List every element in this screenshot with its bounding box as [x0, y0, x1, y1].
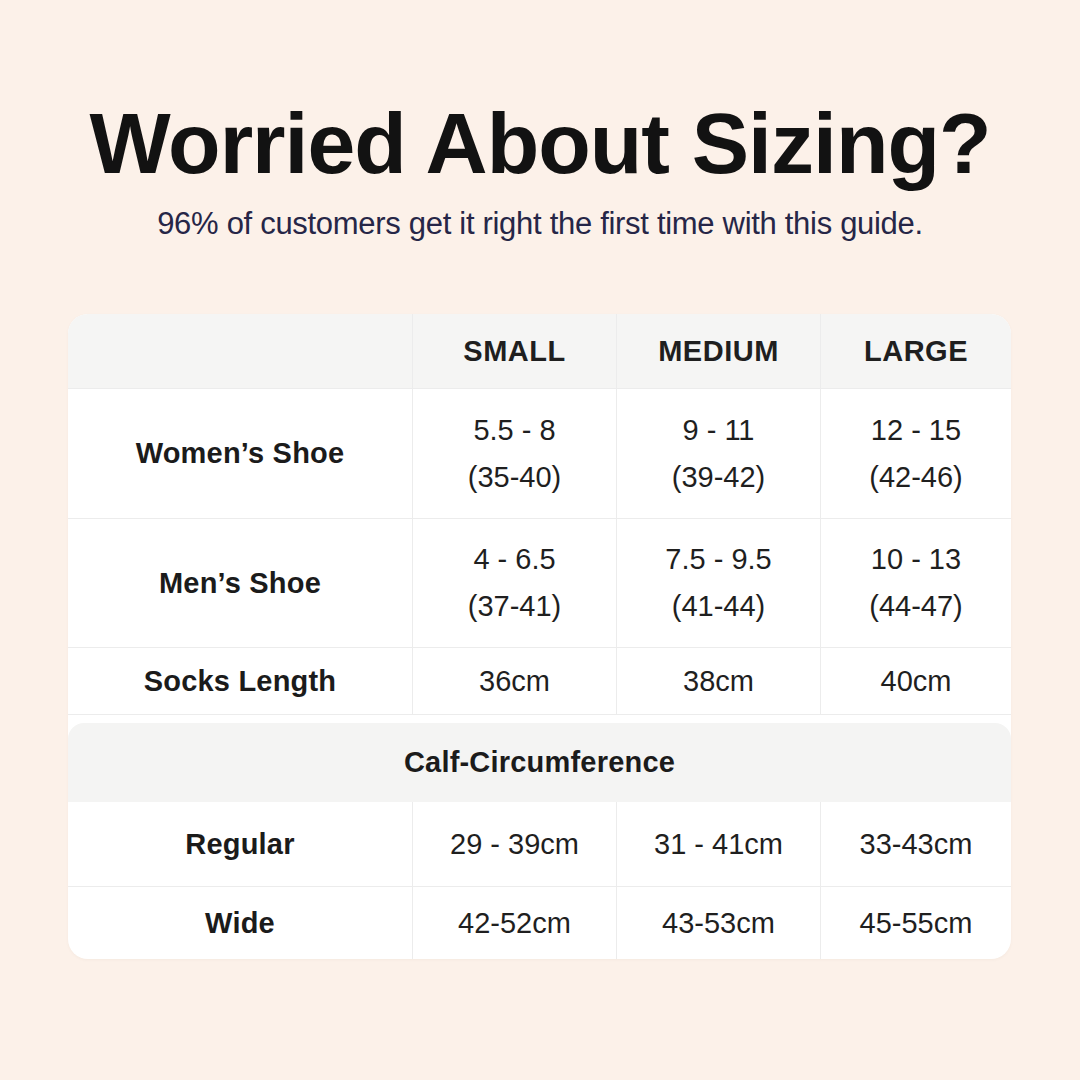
- table-cell: 29 - 39cm: [412, 802, 616, 886]
- cell-line: (35-40): [468, 454, 562, 501]
- table-header-row: SMALL MEDIUM LARGE: [68, 314, 1011, 389]
- table-row-mens-shoe: Men’s Shoe 4 - 6.5 (37-41) 7.5 - 9.5 (41…: [68, 519, 1011, 648]
- cell-line: 45-55cm: [860, 900, 973, 947]
- table-cell: 38cm: [616, 648, 820, 714]
- column-header-small: SMALL: [412, 314, 616, 388]
- cell-line: 29 - 39cm: [450, 821, 579, 868]
- table-cell: 33-43cm: [820, 802, 1011, 886]
- row-label: Men’s Shoe: [68, 519, 412, 647]
- row-label: Socks Length: [68, 648, 412, 714]
- table-cell: 42-52cm: [412, 887, 616, 959]
- table-cell: 4 - 6.5 (37-41): [412, 519, 616, 647]
- cell-line: 42-52cm: [458, 900, 571, 947]
- table-row-wide: Wide 42-52cm 43-53cm 45-55cm: [68, 887, 1011, 959]
- cell-line: 40cm: [881, 658, 952, 705]
- page-title: Worried About Sizing?: [0, 96, 1080, 191]
- table-row-regular: Regular 29 - 39cm 31 - 41cm 33-43cm: [68, 802, 1011, 887]
- cell-line: 4 - 6.5: [473, 536, 555, 583]
- table-row-socks-length: Socks Length 36cm 38cm 40cm: [68, 648, 1011, 715]
- table-cell: 36cm: [412, 648, 616, 714]
- table-cell: 10 - 13 (44-47): [820, 519, 1011, 647]
- cell-line: 36cm: [479, 658, 550, 705]
- cell-line: (42-46): [869, 454, 963, 501]
- cell-line: (44-47): [869, 583, 963, 630]
- table-row-womens-shoe: Women’s Shoe 5.5 - 8 (35-40) 9 - 11 (39-…: [68, 389, 1011, 519]
- cell-line: (39-42): [672, 454, 766, 501]
- cell-line: 38cm: [683, 658, 754, 705]
- section-gap: [68, 715, 1011, 723]
- cell-line: 12 - 15: [871, 407, 961, 454]
- section-header-calf-circumference: Calf-Circumference: [68, 723, 1011, 802]
- column-header-medium: MEDIUM: [616, 314, 820, 388]
- page-subtitle: 96% of customers get it right the first …: [0, 206, 1080, 242]
- cell-line: 33-43cm: [860, 821, 973, 868]
- row-label: Regular: [68, 802, 412, 886]
- table-cell: 12 - 15 (42-46): [820, 389, 1011, 518]
- table-cell: 43-53cm: [616, 887, 820, 959]
- sizing-table: SMALL MEDIUM LARGE Women’s Shoe 5.5 - 8 …: [68, 314, 1011, 959]
- cell-line: (41-44): [672, 583, 766, 630]
- table-cell: 7.5 - 9.5 (41-44): [616, 519, 820, 647]
- row-label: Women’s Shoe: [68, 389, 412, 518]
- table-cell: 40cm: [820, 648, 1011, 714]
- cell-line: 31 - 41cm: [654, 821, 783, 868]
- table-cell: 5.5 - 8 (35-40): [412, 389, 616, 518]
- cell-line: 7.5 - 9.5: [665, 536, 771, 583]
- cell-line: 10 - 13: [871, 536, 961, 583]
- row-label: Wide: [68, 887, 412, 959]
- cell-line: (37-41): [468, 583, 562, 630]
- column-header-large: LARGE: [820, 314, 1011, 388]
- cell-line: 5.5 - 8: [473, 407, 555, 454]
- table-cell: 45-55cm: [820, 887, 1011, 959]
- cell-line: 43-53cm: [662, 900, 775, 947]
- table-cell: 31 - 41cm: [616, 802, 820, 886]
- column-header-blank: [68, 314, 412, 388]
- cell-line: 9 - 11: [682, 407, 754, 454]
- table-cell: 9 - 11 (39-42): [616, 389, 820, 518]
